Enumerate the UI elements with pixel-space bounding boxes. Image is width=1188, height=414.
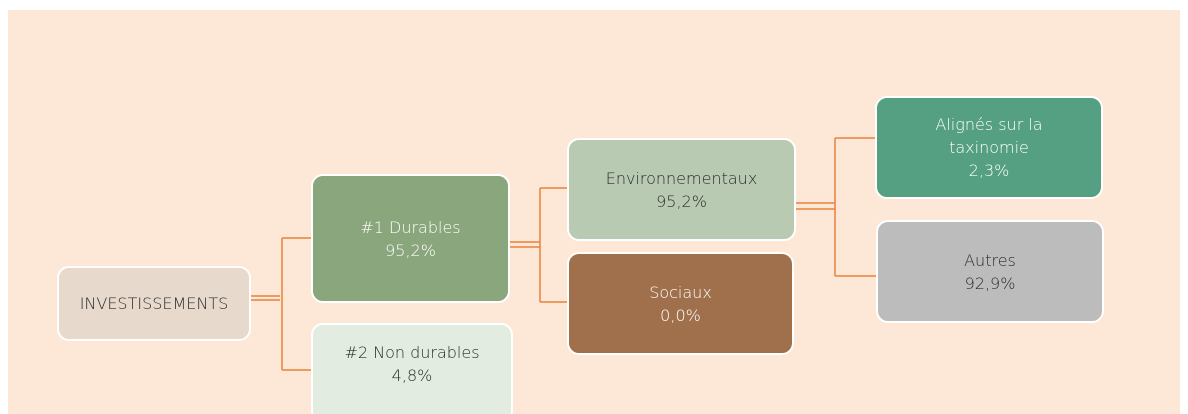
node: Environnementaux 95,2%: [567, 138, 796, 241]
diagram: INVESTISSEMENTS #1 Durables 95,2% #2 Non…: [8, 10, 1180, 414]
node-label: #2 Non durables: [344, 343, 480, 362]
node-label: Environnementaux: [605, 168, 758, 188]
connector: [250, 237, 311, 371]
node-value: 92,9%: [964, 273, 1016, 293]
node: Sociaux 0,0%: [567, 252, 794, 355]
node-label: Alignés sur la taxinomie: [935, 115, 1043, 157]
node-value: 2,3%: [968, 161, 1010, 180]
node-value: 95,2%: [656, 191, 707, 211]
connectors: [250, 137, 876, 371]
node-value: 4,8%: [391, 366, 433, 385]
node-value: 0,0%: [660, 305, 701, 325]
node-label: Sociaux: [649, 282, 712, 302]
node: #1 Durables 95,2%: [311, 174, 510, 303]
node: Autres 92,9%: [876, 220, 1104, 323]
node: INVESTISSEMENTS: [57, 266, 251, 341]
node-label: Autres: [964, 250, 1016, 270]
connector: [795, 137, 876, 277]
node-label: #1 Durables: [360, 217, 461, 237]
node: #2 Non durables 4,8%: [311, 323, 513, 414]
node: Alignés sur la taxinomie 2,3%: [875, 96, 1103, 199]
node-value: 95,2%: [385, 240, 436, 260]
connector: [509, 187, 567, 303]
node-label: INVESTISSEMENTS: [79, 294, 229, 313]
